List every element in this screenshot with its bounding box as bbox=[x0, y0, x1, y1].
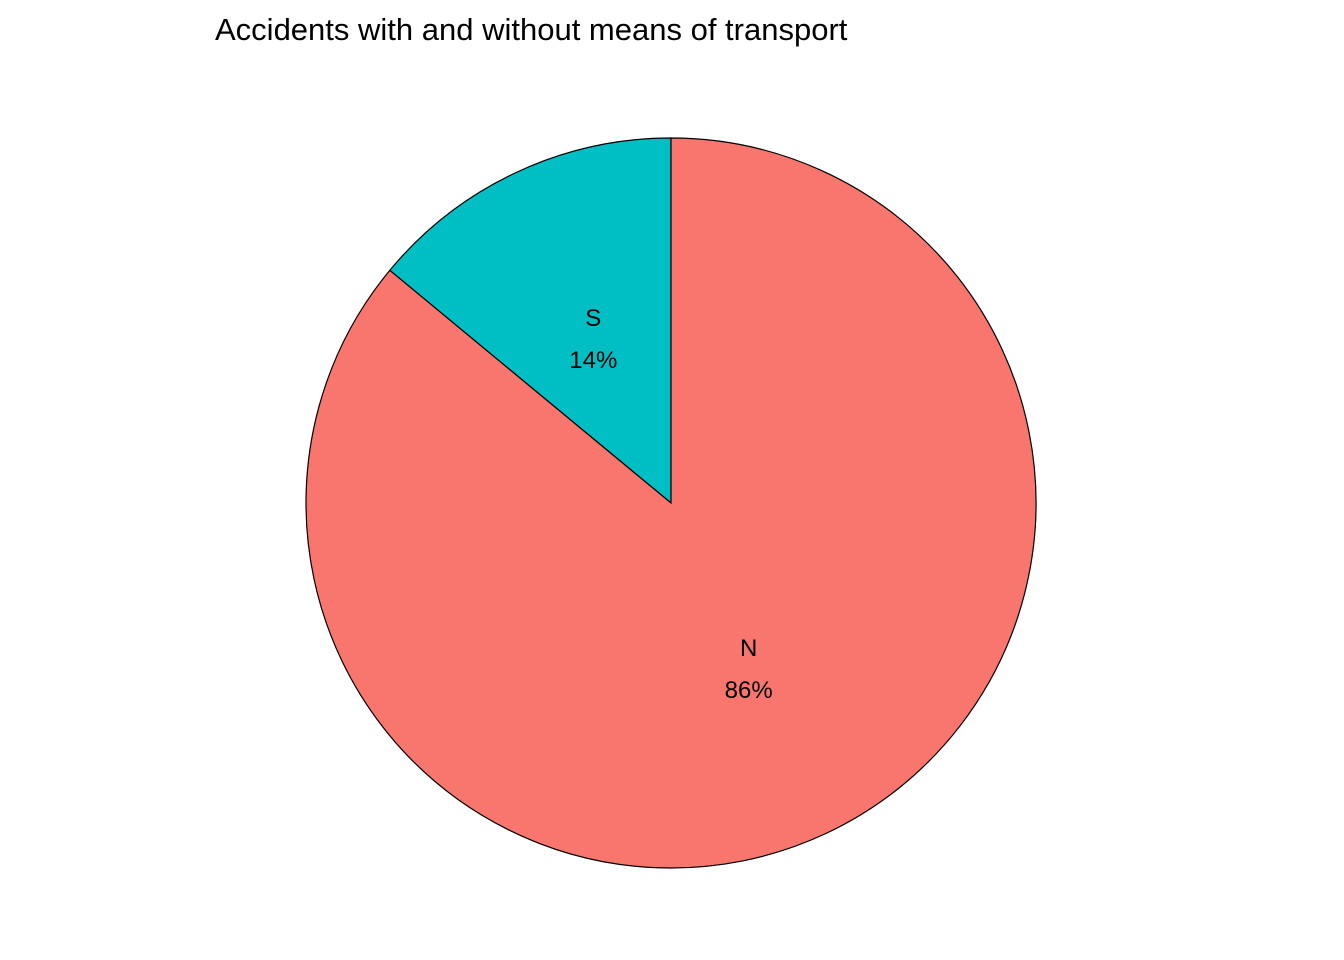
pie-slice-s bbox=[388, 137, 672, 505]
slice-name-label-n: N bbox=[740, 635, 757, 662]
slice-percent-label-n: 86% bbox=[725, 677, 773, 704]
chart-title: Accidents with and without means of tran… bbox=[215, 12, 848, 47]
slice-name-label-s: S bbox=[585, 305, 601, 332]
slice-percent-label-s: 14% bbox=[569, 347, 617, 374]
pie-slice-n bbox=[305, 137, 1037, 869]
